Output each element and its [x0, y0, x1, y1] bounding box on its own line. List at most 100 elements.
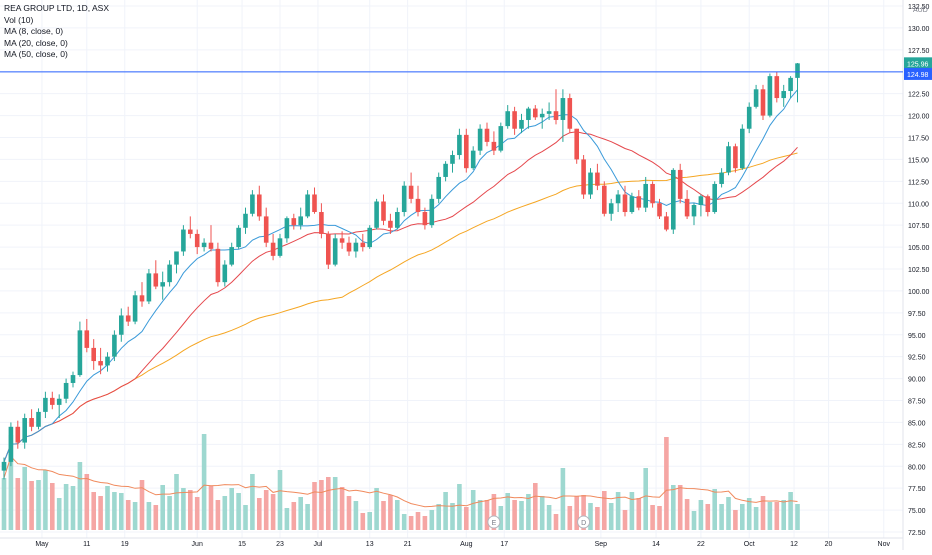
time-tick-label: 17 [500, 541, 508, 548]
volume-bar [91, 492, 96, 530]
candle-body [139, 295, 145, 302]
volume-bar [505, 493, 510, 530]
candle-body [257, 194, 262, 217]
candle-body [353, 242, 359, 252]
candles [1, 62, 800, 480]
candle-body [698, 196, 704, 206]
time-tick-label: Oct [744, 541, 755, 548]
volume-bar [684, 499, 690, 530]
legend-ma50[interactable]: MA (50, close, 0) [4, 49, 68, 59]
price-tick-label: 90.00 [908, 377, 926, 384]
legend-ma20[interactable]: MA (20, close, 0) [4, 37, 68, 48]
candle-body [677, 169, 683, 199]
time-tick-label: 19 [121, 541, 129, 548]
candle-body [719, 172, 724, 184]
candle-body [167, 264, 172, 283]
volume-bar [222, 496, 228, 530]
price-tick-label: 80.00 [908, 464, 926, 471]
candle-body [733, 146, 738, 169]
volume-bar [588, 503, 593, 530]
volume-bar [77, 462, 83, 530]
volume-bar [629, 492, 635, 530]
candle-body [795, 63, 800, 78]
price-tick-label: 105.00 [908, 245, 930, 252]
legend-volume[interactable]: Vol (10) [4, 14, 34, 25]
candle-body [429, 198, 435, 226]
candle-body [229, 247, 234, 265]
time-tick-label: May [35, 541, 49, 548]
price-tick-label: 100.00 [908, 289, 930, 296]
candle-body [491, 141, 497, 151]
volume-bar [539, 496, 545, 530]
volume-bar [608, 503, 614, 530]
candle-body [298, 216, 303, 226]
candle-body [774, 76, 780, 99]
candle-body [712, 183, 717, 213]
volume-bar [671, 485, 676, 530]
price-tick-label: 132.50 [908, 4, 930, 11]
volume-bar [146, 502, 152, 530]
candle-body [422, 212, 428, 226]
volume-bar [395, 500, 400, 530]
candle-body [498, 126, 504, 151]
candle-body [650, 183, 655, 204]
candle-body [1, 461, 7, 471]
volume-bar [691, 511, 697, 530]
volume-bar [615, 492, 621, 530]
candle-body [367, 227, 372, 248]
legend: REA GROUP LTD, 1D, ASX Vol (10) MA (8, c… [4, 3, 109, 61]
volume-bar [401, 514, 407, 530]
volume-bar [139, 480, 145, 530]
volume-bar [257, 498, 262, 530]
candle-body [332, 238, 338, 265]
candle-body [684, 198, 690, 217]
candle-body [250, 194, 255, 214]
volume-bar [84, 474, 90, 530]
candle-body [36, 411, 41, 427]
volume-bar [464, 507, 469, 530]
volume-bar [105, 486, 110, 530]
candle-body [443, 163, 448, 177]
volume-bar [132, 502, 138, 530]
candle-body [705, 196, 711, 213]
candle-body [77, 330, 83, 376]
volume-bar [622, 510, 628, 530]
volume-bar [429, 510, 435, 530]
volume-bar [201, 434, 207, 530]
volume-bars [1, 434, 800, 530]
legend-ma8[interactable]: MA (8, close, 0) [4, 26, 64, 36]
candle-body [436, 176, 441, 199]
volume-bar [746, 498, 752, 530]
volume-bar [1, 478, 7, 530]
event-marker-e [487, 515, 501, 529]
volume-bar [595, 507, 600, 530]
time-tick-label: Aug [460, 541, 473, 548]
last-price-badge [904, 57, 932, 70]
volume-bar [795, 504, 800, 530]
volume-ma-line [3, 455, 798, 508]
volume-bar [215, 500, 221, 530]
candle-body [401, 185, 407, 213]
volume-bar [381, 501, 386, 530]
candle-body [29, 418, 34, 427]
candle-body [533, 108, 538, 118]
candle-body [50, 397, 55, 405]
volume-bar [43, 470, 48, 530]
volume-bar [98, 496, 103, 530]
candle-body [125, 315, 131, 322]
time-tick-label: Jun [192, 541, 203, 548]
ma8-line [3, 89, 798, 463]
legend-symbol[interactable]: REA GROUP LTD, 1D, ASX [4, 3, 110, 13]
ma50-line [3, 152, 798, 463]
candle-body [56, 398, 62, 405]
price-tick-label: 102.50 [908, 267, 930, 274]
time-tick-label: 15 [238, 541, 246, 548]
volume-bar [15, 478, 21, 530]
currency-label: AUD [913, 7, 928, 14]
volume-bar [719, 504, 724, 530]
price-tick-label: 117.50 [908, 136, 929, 143]
volume-bar [422, 516, 428, 530]
candle-body [629, 196, 635, 213]
